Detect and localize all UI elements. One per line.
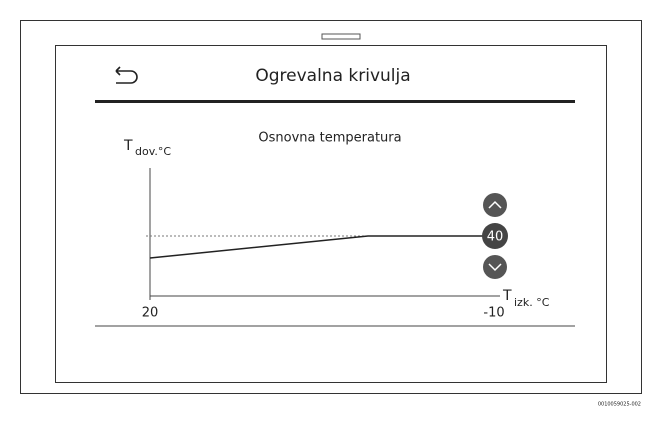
- heating-curve: [149, 235, 483, 259]
- setpoint-circle: [482, 223, 508, 249]
- handle: [321, 33, 361, 40]
- back-icon[interactable]: [115, 66, 138, 84]
- title-rule: [95, 100, 575, 103]
- up-circle[interactable]: [483, 193, 507, 217]
- y-label-unit: dov.°C: [135, 145, 171, 158]
- back-button[interactable]: [115, 66, 138, 84]
- down-button[interactable]: [483, 255, 507, 279]
- y-label-symbol: T: [123, 138, 133, 154]
- subtitle: Osnovna temperatura: [258, 131, 401, 146]
- down-circle[interactable]: [483, 255, 507, 279]
- figure-code: 0010059025-002: [598, 402, 641, 408]
- screen: [55, 45, 607, 383]
- x-start-label: 20: [142, 306, 159, 321]
- x-label-unit: izk. °C: [514, 296, 550, 309]
- down-icon[interactable]: [488, 263, 502, 272]
- up-button[interactable]: [483, 193, 507, 217]
- device-frame: [20, 20, 642, 394]
- setpoint-value: 40: [487, 230, 504, 245]
- up-icon[interactable]: [488, 200, 502, 209]
- x-end-label: -10: [483, 306, 504, 321]
- title: Ogrevalna krivulja: [255, 66, 410, 86]
- x-label-symbol: T: [502, 288, 512, 304]
